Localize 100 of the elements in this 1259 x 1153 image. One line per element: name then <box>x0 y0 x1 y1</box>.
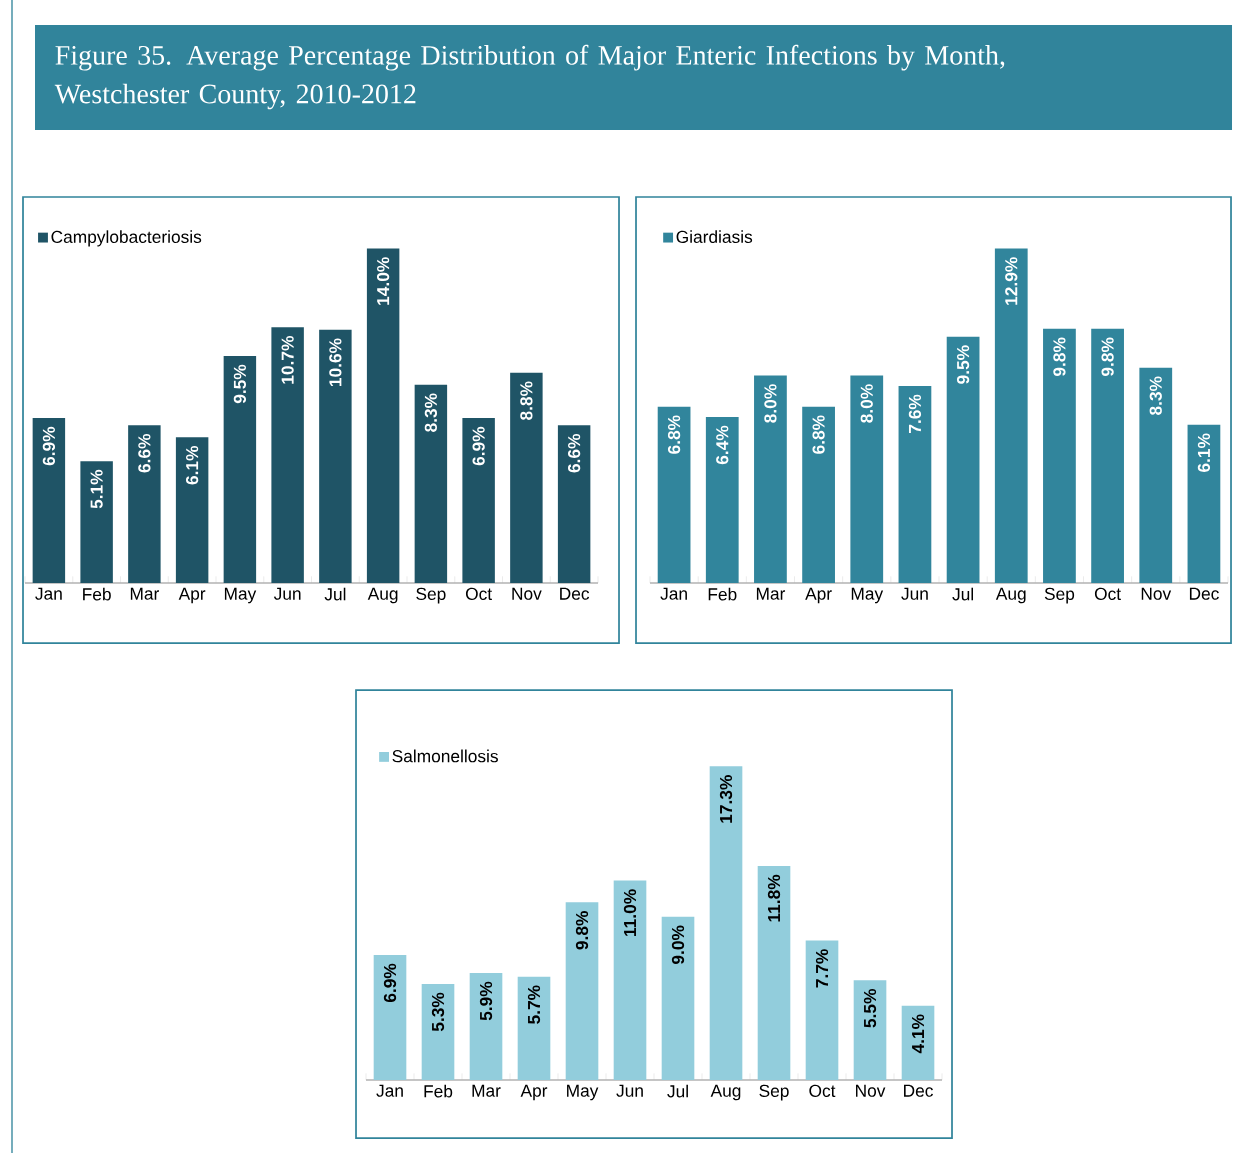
data-label: 4.1% <box>911 1014 925 1054</box>
bar <box>517 976 551 1081</box>
data-label: 8.8% <box>520 381 533 420</box>
data-label: 12.9% <box>1005 257 1018 305</box>
bar <box>373 954 407 1081</box>
x-tick-label: Mar <box>472 1084 501 1097</box>
x-tick-label: Feb <box>424 1084 453 1098</box>
x-tick-label: Apr <box>805 587 832 604</box>
data-label: 6.9% <box>472 426 485 466</box>
bar <box>1187 424 1221 584</box>
legend-label: Giardiasis <box>676 230 753 244</box>
bar <box>175 437 209 584</box>
bar <box>510 372 543 584</box>
bar <box>901 1005 935 1081</box>
bar <box>565 902 599 1081</box>
bar <box>1091 328 1124 584</box>
x-tick-label: Dec <box>560 587 590 600</box>
data-label: 10.6% <box>329 338 342 387</box>
bar <box>462 418 495 584</box>
bar <box>994 248 1028 584</box>
x-tick-label: Feb <box>708 587 737 601</box>
x-tick-label: Mar <box>756 587 786 600</box>
data-label: 6.1% <box>185 445 199 485</box>
bar <box>366 248 400 584</box>
data-label: 11.0% <box>623 889 637 936</box>
x-tick-label: Jul <box>324 587 346 601</box>
bar <box>705 417 739 584</box>
data-label: 9.8% <box>1053 337 1066 377</box>
x-tick-label: Jun <box>901 587 928 600</box>
bar <box>469 973 503 1081</box>
bar <box>657 406 691 584</box>
x-tick-label: Aug <box>995 587 1026 604</box>
bar <box>128 425 161 584</box>
bar <box>271 327 304 584</box>
x-tick-label: Apr <box>520 1084 548 1101</box>
data-label: 6.6% <box>567 434 581 473</box>
x-tick-label: Sep <box>759 1084 789 1101</box>
data-label: 6.9% <box>383 963 397 1003</box>
x-tick-label: Oct <box>809 1084 836 1097</box>
x-tick-label: Dec <box>904 1084 933 1097</box>
x-tick-label: Aug <box>710 1084 741 1101</box>
data-label: 6.8% <box>667 415 681 454</box>
data-label: 5.1% <box>90 469 103 509</box>
bar <box>32 418 66 584</box>
x-tick-label: Nov <box>1141 587 1172 600</box>
x-tick-label: Jun <box>273 587 301 600</box>
x-tick-label: Sep <box>416 587 446 604</box>
bar <box>80 461 113 584</box>
bar <box>754 375 787 584</box>
x-tick-label: Dec <box>1189 587 1219 600</box>
x-tick-label: Mar <box>130 587 160 600</box>
data-label: 10.7% <box>281 336 294 384</box>
x-tick-label: May <box>851 587 884 604</box>
bar <box>898 385 932 584</box>
data-label: 9.0% <box>671 925 685 965</box>
x-tick-label: Jan <box>376 1084 403 1097</box>
x-tick-label: Oct <box>465 587 492 600</box>
x-tick-label: Sep <box>1044 587 1075 604</box>
chart-title: Figure 35. Average Percentage Distribution of Major Enteric Infections by Month, Westchester County, 2010-2012 <box>54 44 1005 110</box>
data-label: 6.4% <box>716 425 729 465</box>
data-label: 8.0% <box>860 384 873 423</box>
x-tick-label: May <box>567 1084 599 1101</box>
x-tick-label: Jun <box>616 1084 643 1097</box>
bar <box>946 336 980 584</box>
x-tick-label: Jul <box>952 587 974 601</box>
bar <box>709 766 743 1081</box>
legend-label: Salmonellosis <box>392 749 498 763</box>
x-tick-label: Nov <box>856 1084 886 1097</box>
data-label: 17.3% <box>719 775 733 823</box>
x-tick-label: Nov <box>512 587 542 600</box>
data-label: 5.7% <box>527 985 541 1024</box>
bar <box>421 983 455 1081</box>
bar <box>805 940 839 1081</box>
data-label: 8.3% <box>424 393 438 432</box>
bar <box>853 980 887 1081</box>
data-label: 9.5% <box>233 364 247 404</box>
data-label: 5.9% <box>479 981 493 1021</box>
bar <box>223 355 257 584</box>
data-label: 7.6% <box>908 394 922 433</box>
data-label: 8.0% <box>764 384 777 423</box>
legend-label: Campylobacteriosis <box>51 230 202 247</box>
x-tick-label: Apr <box>178 587 206 604</box>
x-tick-label: Aug <box>367 587 398 604</box>
x-tick-label: Jan <box>35 587 62 600</box>
x-tick-label: Jul <box>667 1084 688 1098</box>
bar <box>661 916 695 1081</box>
data-label: 11.8% <box>767 874 781 922</box>
data-label: 5.3% <box>431 992 445 1032</box>
x-tick-label: Jan <box>660 587 687 600</box>
data-label: 6.9% <box>42 426 56 466</box>
data-label: 9.8% <box>575 911 589 950</box>
bar <box>1139 367 1173 584</box>
data-label: 8.3% <box>1149 376 1162 415</box>
data-label: 14.0% <box>376 257 390 305</box>
bar <box>1043 328 1076 584</box>
bar <box>414 384 448 584</box>
x-tick-label: Oct <box>1094 587 1121 600</box>
data-label: 5.5% <box>863 989 877 1028</box>
data-label: 6.1% <box>1197 433 1211 472</box>
bar <box>757 866 791 1081</box>
